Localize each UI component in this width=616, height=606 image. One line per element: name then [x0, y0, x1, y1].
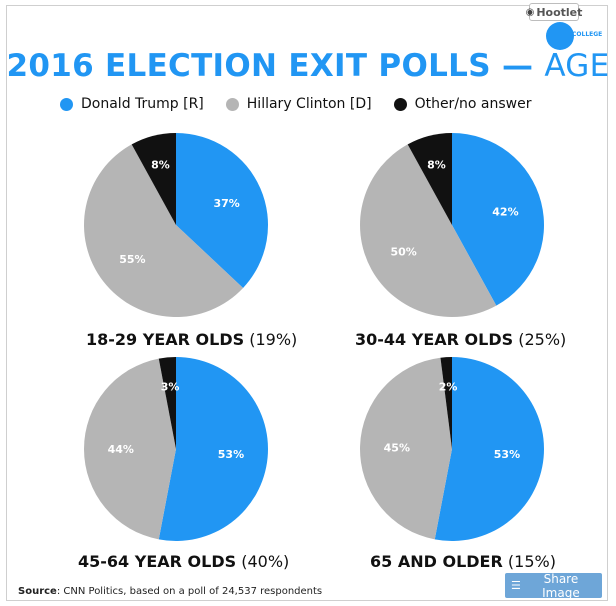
pie-group-label: 65 AND OLDER	[370, 552, 503, 571]
legend-item-other: Other/no answer	[393, 96, 532, 112]
pie-3-label-clinton: 45%	[384, 441, 410, 454]
pie-2-label-clinton: 44%	[108, 443, 134, 456]
pie-1-label-trump: 42%	[492, 205, 518, 218]
legend-swatch-clinton	[225, 97, 239, 111]
pie-2-label-trump: 53%	[218, 448, 244, 461]
college-logo-icon	[546, 22, 574, 50]
title-dash: —	[501, 48, 534, 84]
pie-1-label-other: 8%	[427, 158, 446, 171]
pie-group-label: 18-29 YEAR OLDS	[86, 330, 245, 349]
share-image-button[interactable]: ☰ Share Image	[505, 571, 602, 600]
pie-3-slice-clinton	[360, 357, 452, 540]
pie-title-18-29: 18-29 YEAR OLDS (19%)	[86, 330, 297, 349]
pie-1-slice-trump	[452, 133, 544, 306]
legend-item-clinton: Hillary Clinton [D]	[225, 96, 372, 112]
pie-3-label-other: 2%	[439, 381, 458, 394]
title-suffix: AGE	[544, 48, 610, 84]
legend-label-clinton: Hillary Clinton [D]	[246, 96, 372, 112]
college-label: COLLEGE	[572, 31, 603, 38]
layers-icon: ☰	[511, 579, 521, 592]
pie-3-label-trump: 53%	[494, 448, 520, 461]
title-main: 2016 ELECTION EXIT POLLS	[6, 48, 491, 84]
pie-share-label: (15%)	[507, 552, 556, 571]
legend-swatch-trump	[60, 97, 73, 111]
chart-title: 2016 ELECTION EXIT POLLS — AGE	[0, 48, 616, 84]
legend-item-trump: Donald Trump [R]	[60, 96, 204, 112]
pie-1-label-clinton: 50%	[390, 246, 416, 259]
pie-2-label-other: 3%	[161, 381, 180, 394]
pie-2-slice-clinton	[84, 358, 176, 540]
pie-0-label-trump: 37%	[213, 197, 239, 210]
pie-share-label: (40%)	[241, 552, 290, 571]
legend-swatch-other	[393, 97, 407, 111]
pie-3-slice-trump	[434, 357, 545, 541]
source-label: Source	[18, 586, 57, 597]
legend-label-trump: Donald Trump [R]	[81, 96, 204, 112]
legend-label-other: Other/no answer	[414, 96, 532, 112]
source-text: : CNN Politics, based on a poll of 24,53…	[56, 586, 323, 597]
pie-0-slice-trump	[176, 133, 268, 288]
pie-0-label-other: 8%	[151, 158, 170, 171]
pie-group-label: 30-44 YEAR OLDS	[355, 330, 514, 349]
pie-1-slice-clinton	[360, 144, 497, 317]
pie-0-slice-clinton	[84, 144, 244, 317]
pie-2-slice-other	[158, 357, 176, 449]
pie-0-slice-other	[131, 133, 176, 225]
pie-3-slice-other	[440, 357, 452, 449]
pie-title-30-44: 30-44 YEAR OLDS (25%)	[355, 330, 566, 349]
pie-2-slice-trump	[158, 357, 269, 541]
pie-share-label: (19%)	[249, 330, 298, 349]
legend: Donald Trump [R] Hillary Clinton [D] Oth…	[60, 96, 531, 112]
pie-title-65-plus: 65 AND OLDER (15%)	[370, 552, 556, 571]
pie-0-label-clinton: 55%	[119, 253, 145, 266]
pie-1-slice-other	[407, 133, 452, 225]
brand-name: Hootlet	[536, 5, 583, 19]
owl-icon: ◉	[525, 6, 535, 18]
pie-share-label: (25%)	[518, 330, 567, 349]
pie-group-label: 45-64 YEAR OLDS	[78, 552, 237, 571]
share-image-label: Share Image	[542, 571, 580, 600]
hootlet-badge[interactable]: ◉ Hootlet	[525, 3, 583, 21]
pie-title-45-64: 45-64 YEAR OLDS (40%)	[78, 552, 289, 571]
source-note: Source: CNN Politics, based on a poll of…	[18, 586, 322, 597]
